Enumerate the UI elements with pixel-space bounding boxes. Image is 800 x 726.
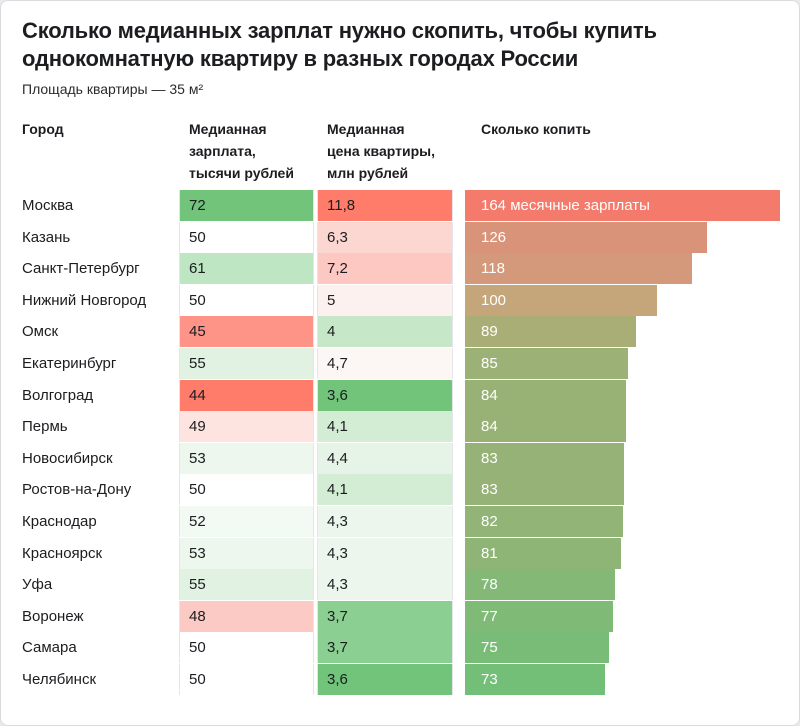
city-label: Воронеж — [22, 607, 84, 625]
savings-bar: 100 — [465, 284, 657, 316]
price-cell: 4,3 — [317, 506, 453, 537]
city-label: Волгоград — [22, 386, 94, 404]
savings-bar: 81 — [465, 537, 621, 569]
city-label: Казань — [22, 228, 71, 246]
city-label: Самара — [22, 639, 77, 657]
savings-bar: 85 — [465, 348, 628, 379]
table-row: Екатеринбург 55 4,7 85 — [1, 348, 799, 379]
salary-cell: 50 — [179, 221, 314, 253]
table-row: Нижний Новгород 50 5 100 — [1, 284, 799, 316]
salary-cell: 50 — [179, 284, 314, 316]
chart-title: Сколько медианных зарплат нужно скопить,… — [22, 18, 657, 71]
table-row: Санкт-Петербург 61 7,2 118 — [1, 253, 799, 285]
table-row: Казань 50 6,3 126 — [1, 221, 799, 253]
table-row: Омск 45 4 89 — [1, 316, 799, 348]
salary-cell: 61 — [179, 253, 314, 285]
salary-cell: 48 — [179, 600, 314, 632]
table-row: Самара 50 3,7 75 — [1, 632, 799, 664]
city-label: Краснодар — [22, 513, 97, 530]
savings-bar: 126 — [465, 221, 707, 253]
savings-bar: 118 — [465, 253, 692, 285]
savings-bar: 73 — [465, 664, 605, 695]
city-label: Нижний Новгород — [22, 291, 147, 309]
salary-cell: 50 — [179, 474, 314, 506]
salary-cell: 52 — [179, 506, 314, 537]
salary-cell: 50 — [179, 664, 314, 695]
savings-bar: 75 — [465, 632, 609, 664]
table-row: Уфа 55 4,3 78 — [1, 569, 799, 601]
savings-bar: 83 — [465, 474, 624, 506]
savings-bar: 164 месячные зарплаты — [465, 190, 780, 221]
price-cell: 4,3 — [317, 537, 453, 569]
city-label: Уфа — [22, 576, 53, 594]
salary-cell: 49 — [179, 411, 314, 443]
table-row: Новосибирск 53 4,4 83 — [1, 442, 799, 474]
salary-cell: 55 — [179, 348, 314, 379]
table-row: Волгоград 44 3,6 84 — [1, 379, 799, 411]
savings-bar: 83 — [465, 442, 624, 474]
city-label: Омск — [22, 323, 59, 341]
savings-bar: 84 — [465, 379, 626, 411]
chart-subtitle: Площадь квартиры — 35 м² — [22, 81, 204, 97]
table-row: Москва 72 11,8 164 месячные зарплаты — [1, 190, 799, 221]
price-cell: 3,6 — [317, 379, 453, 411]
city-label: Екатеринбург — [22, 355, 117, 372]
header-save: Сколько копить — [481, 121, 591, 137]
savings-bar: 77 — [465, 600, 613, 632]
table-row: Челябинск 50 3,6 73 — [1, 664, 799, 695]
header-price: Медианная цена квартиры, млн рублей — [327, 121, 435, 181]
price-cell: 3,7 — [317, 600, 453, 632]
city-label: Челябинск — [22, 671, 97, 688]
price-cell: 3,7 — [317, 632, 453, 664]
salary-cell: 44 — [179, 379, 314, 411]
price-cell: 4,1 — [317, 411, 453, 443]
price-cell: 7,2 — [317, 253, 453, 285]
salary-cell: 53 — [179, 537, 314, 569]
header-salary: Медианная зарплата, тысячи рублей — [189, 121, 294, 181]
salary-cell: 53 — [179, 442, 314, 474]
city-label: Пермь — [22, 418, 68, 436]
city-label: Санкт-Петербург — [22, 260, 140, 278]
price-cell: 4,7 — [317, 348, 453, 379]
price-cell: 4,1 — [317, 474, 453, 506]
salary-cell: 55 — [179, 569, 314, 601]
price-cell: 11,8 — [317, 190, 453, 221]
salary-cell: 72 — [179, 190, 314, 221]
city-label: Ростов-на-Дону — [22, 481, 132, 499]
city-label: Красноярск — [22, 544, 103, 562]
price-cell: 4 — [317, 316, 453, 348]
header-city: Город — [22, 121, 64, 137]
city-label: Москва — [22, 197, 74, 214]
salary-cell: 45 — [179, 316, 314, 348]
savings-bar: 82 — [465, 506, 623, 537]
table-row: Воронеж 48 3,7 77 — [1, 600, 799, 632]
savings-bar: 89 — [465, 316, 636, 348]
table-row: Пермь 49 4,1 84 — [1, 411, 799, 443]
city-label: Новосибирск — [22, 449, 113, 467]
savings-bar: 84 — [465, 411, 626, 443]
savings-bar: 78 — [465, 569, 615, 601]
table-row: Краснодар 52 4,3 82 — [1, 506, 799, 537]
salary-cell: 50 — [179, 632, 314, 664]
table-row: Красноярск 53 4,3 81 — [1, 537, 799, 569]
price-cell: 4,4 — [317, 442, 453, 474]
price-cell: 5 — [317, 284, 453, 316]
price-cell: 4,3 — [317, 569, 453, 601]
price-cell: 3,6 — [317, 664, 453, 695]
price-cell: 6,3 — [317, 221, 453, 253]
table-row: Ростов-на-Дону 50 4,1 83 — [1, 474, 799, 506]
